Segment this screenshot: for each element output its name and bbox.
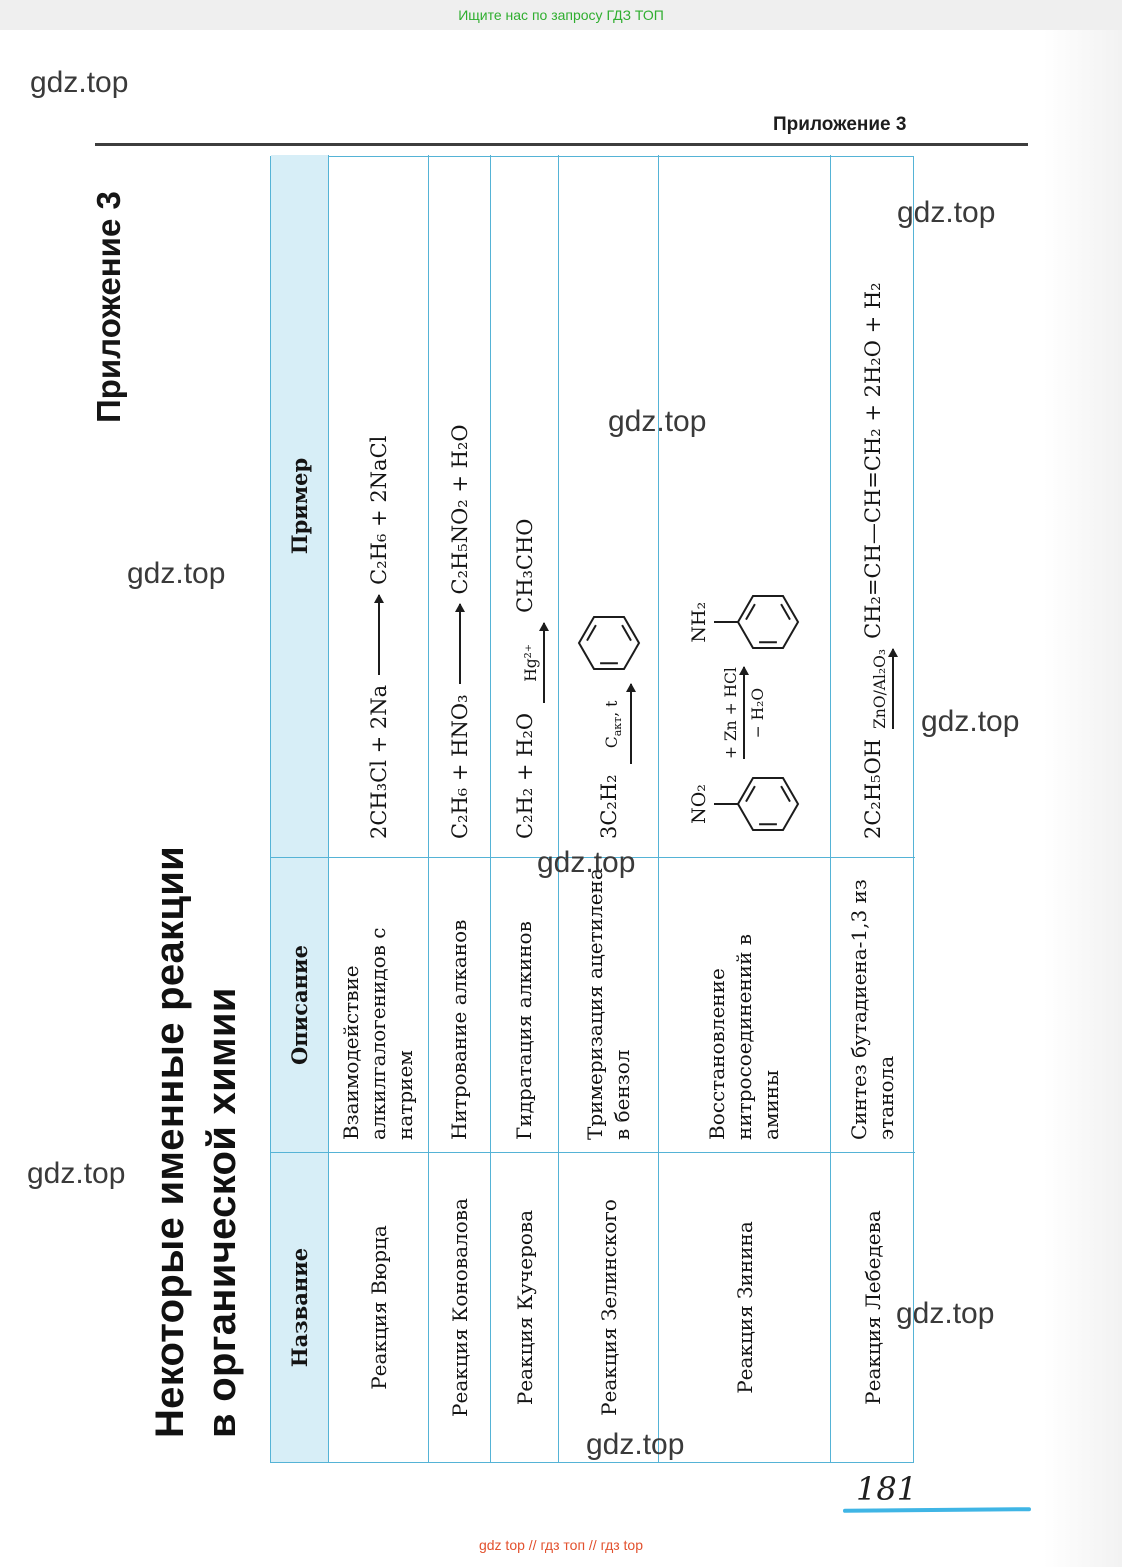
- reaction-lhs: C₂H₂ + H₂O: [512, 712, 537, 839]
- top-banner: Ищите нас по запросу ГДЗ ТОП: [0, 0, 1122, 30]
- benzene-ring-icon: [713, 595, 799, 650]
- condition-rest: , t: [602, 700, 621, 717]
- col-header-description: Описание: [271, 857, 329, 1152]
- reaction-rhs: C₂H₅NO₂ + H₂O: [447, 424, 472, 595]
- page-title-line2: в органической химии: [200, 987, 244, 1438]
- arrow-condition-label: Hg²⁺: [522, 643, 540, 682]
- reactions-table: Название Описание Пример Реакция Вюрца В…: [270, 155, 915, 1463]
- substituent-label: NO₂: [687, 784, 710, 824]
- reactions-table-wrapper: Название Описание Пример Реакция Вюрца В…: [270, 155, 915, 1463]
- watermark: gdz.top: [27, 1157, 126, 1190]
- col-header-name: Название: [271, 1152, 329, 1462]
- page-number-underline: [842, 1507, 1032, 1513]
- appendix-heading: Приложение 3: [773, 114, 907, 135]
- reaction-arrow-icon: [743, 667, 745, 759]
- labeled-arrow: + Zn + HCl − H₂O: [722, 667, 767, 759]
- page-title-line1: Некоторые именные реакции: [148, 846, 192, 1438]
- appendix-heading-rotated-text: Приложение 3: [90, 191, 127, 423]
- header-rule: [95, 143, 1028, 146]
- watermark: gdz.top: [586, 1428, 685, 1461]
- substituent-label: NH₂: [687, 601, 710, 643]
- watermark: gdz.top: [537, 846, 636, 879]
- condition-main: C: [602, 736, 621, 749]
- labeled-arrow: ZnO/Al₂O₃: [870, 648, 894, 729]
- description-cell: Нитрование алканов: [429, 857, 491, 1152]
- reaction-lhs: 3C₂H₂: [596, 774, 621, 839]
- name-cell: Реакция Коновалова: [429, 1152, 491, 1462]
- name-cell: Реакция Кучерова: [491, 1152, 559, 1462]
- col-header-example: Пример: [271, 155, 329, 857]
- benzene-ring-icon: [713, 777, 799, 831]
- appendix-heading-rotated: Приложение 3: [90, 158, 138, 423]
- reaction-rhs: C₂H₆ + 2NaCl: [366, 435, 391, 585]
- example-cell: 3C₂H₂ Cакт, t: [559, 155, 659, 857]
- watermark: gdz.top: [127, 557, 226, 590]
- description-cell: Тримеризация ацетилена в бензол: [559, 857, 659, 1152]
- arrow-condition-label: + Zn + HCl: [722, 667, 740, 759]
- arrow-condition-label-bottom: − H₂O: [749, 687, 767, 739]
- description-cell: Восстановление нитросоединений в амины: [659, 857, 831, 1152]
- reaction-arrow-icon: [377, 594, 380, 675]
- reaction-lhs: 2CH₃Cl + 2Na: [366, 684, 391, 839]
- page-title: Некоторые именные реакции в органической…: [144, 770, 250, 1438]
- labeled-arrow: Hg²⁺: [522, 622, 545, 703]
- arrow-condition-label: Cакт, t: [603, 701, 627, 749]
- reaction-arrow-icon: [543, 622, 545, 703]
- watermark: gdz.top: [896, 1297, 995, 1330]
- name-cell: Реакция Вюрца: [329, 1152, 429, 1462]
- example-cell: C₂H₆ + HNO₃ C₂H₅NO₂ + H₂O: [429, 155, 491, 857]
- description-cell: Синтез бутадиена-1,3 из этанола: [831, 857, 915, 1152]
- watermark: gdz.top: [897, 196, 996, 229]
- watermark: gdz.top: [608, 405, 707, 438]
- example-cell: C₂H₂ + H₂O Hg²⁺ CH₃CHO: [491, 155, 559, 857]
- page-number: 181: [856, 1470, 918, 1508]
- reaction-arrow-icon: [630, 684, 633, 765]
- top-banner-text: Ищите нас по запросу ГДЗ ТОП: [458, 7, 664, 23]
- reaction-rhs: CH₃CHO: [512, 518, 537, 613]
- example-cell: 2CH₃Cl + 2Na C₂H₆ + 2NaCl: [329, 155, 429, 857]
- page-title-rotated: Некоторые именные реакции в органической…: [144, 770, 250, 1438]
- benzene-ring-icon: [577, 616, 640, 671]
- reaction-lhs: C₂H₆ + HNO₃: [447, 694, 472, 840]
- watermark: gdz.top: [921, 705, 1020, 738]
- reaction-arrow-icon: [458, 604, 461, 685]
- labeled-arrow: Cакт, t: [603, 684, 633, 765]
- reaction-rhs: CH₂=CH—CH=CH₂ + 2H₂O + H₂: [861, 282, 885, 639]
- example-cell: 2C₂H₅OH ZnO/Al₂O₃ CH₂=CH—CH=CH₂ + 2H₂O +…: [831, 155, 915, 857]
- reaction-arrow-icon: [891, 648, 894, 729]
- example-cell: NO₂ + Zn + HCl − H₂O NH₂: [659, 155, 831, 857]
- nitrobenzene-structure: NO₂: [687, 773, 801, 835]
- description-cell: Гидратация алкинов: [491, 857, 559, 1152]
- aniline-structure: NH₂: [687, 591, 801, 653]
- footer-links: gdz top // гдз топ // гдз top: [478, 1537, 644, 1553]
- name-cell: Реакция Зинина: [659, 1152, 831, 1462]
- condition-sub: акт: [611, 716, 625, 737]
- description-cell: Взаимодействие алкилгалогенидов с натрие…: [329, 857, 429, 1152]
- name-cell: Реакция Зелинского: [559, 1152, 659, 1462]
- reaction-lhs: 2C₂H₅OH: [861, 738, 885, 839]
- arrow-condition-label: ZnO/Al₂O₃: [870, 648, 889, 729]
- watermark: gdz.top: [30, 66, 129, 99]
